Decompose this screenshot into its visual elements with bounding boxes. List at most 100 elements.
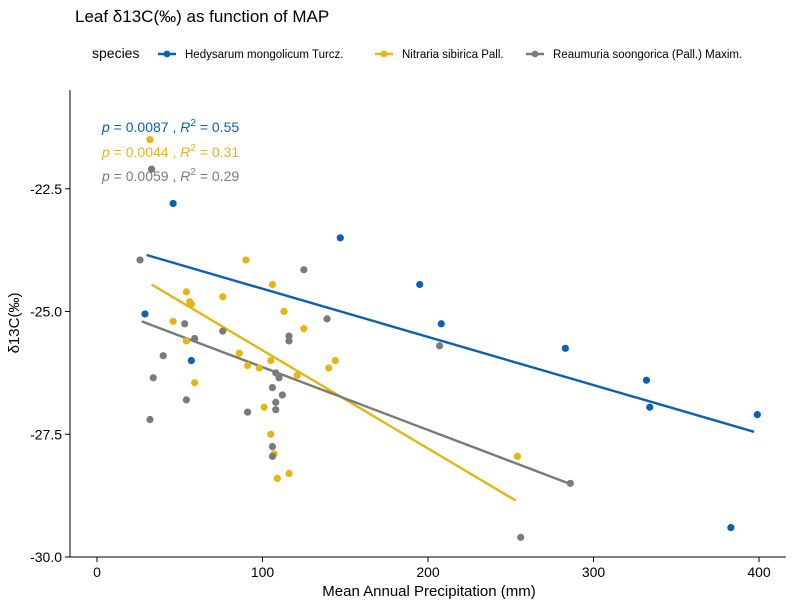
data-point: [642, 376, 651, 384]
stat-p-symbol: p: [101, 168, 110, 184]
stat-p-symbol: p: [101, 144, 110, 160]
stat-r-symbol: R: [180, 144, 190, 160]
stat-r-superscript: 2: [190, 167, 196, 178]
data-point: [300, 266, 308, 274]
chart-title: Leaf δ13C(‰) as function of MAP: [75, 7, 329, 26]
y-tick-label: -30.0: [30, 549, 62, 565]
data-point: [149, 374, 157, 382]
data-point: [255, 364, 263, 372]
data-point: [169, 317, 177, 325]
stat-label: p = 0.0087 , R2 = 0.55: [101, 118, 239, 135]
stat-r-value: = 0.29: [196, 168, 239, 184]
x-tick-label: 0: [93, 564, 101, 580]
stat-p-symbol: p: [101, 119, 110, 135]
data-point: [219, 327, 227, 335]
data-point: [169, 199, 177, 208]
data-point: [300, 325, 308, 333]
stat-label: p = 0.0044 , R2 = 0.31: [101, 143, 239, 160]
stat-r-value: = 0.55: [196, 119, 239, 135]
data-point: [148, 165, 156, 173]
y-tick-label: -27.5: [30, 426, 62, 442]
data-point: [191, 334, 199, 343]
regression-stats: p = 0.0087 , R2 = 0.55p = 0.0044 , R2 = …: [101, 118, 239, 184]
data-point: [561, 344, 569, 352]
data-point: [437, 320, 445, 328]
data-point: [323, 315, 331, 323]
data-point: [242, 256, 250, 264]
x-axis-label: Mean Annual Precipitation (mm): [322, 583, 535, 600]
data-point: [141, 310, 149, 318]
data-point: [182, 337, 190, 345]
data-point: [182, 396, 190, 404]
stat-p-value: = 0.0087 ,: [110, 119, 180, 135]
data-point: [280, 307, 288, 316]
data-point: [268, 384, 277, 392]
x-tick-label: 200: [416, 564, 440, 580]
data-point: [268, 452, 277, 460]
data-point: [146, 415, 154, 424]
legend-entry: Reaumuria soongorica (Pall.) Maxim.: [553, 49, 742, 61]
data-point: [267, 357, 275, 365]
data-point: [285, 332, 293, 340]
data-point: [187, 357, 195, 365]
fit-lines: [141, 253, 755, 502]
stat-p-value: = 0.0059 ,: [110, 168, 180, 184]
data-point: [325, 364, 333, 372]
stat-p-value: = 0.0044 ,: [110, 144, 180, 160]
data-point: [244, 361, 252, 370]
y-axis-label: δ13C(‰): [6, 293, 23, 354]
data-point: [181, 320, 189, 328]
fit-line: [151, 283, 517, 502]
x-tick-label: 400: [747, 564, 771, 580]
data-point: [159, 352, 167, 360]
legend: species Hedysarum mongolicum Turcz. Nitra…: [92, 45, 742, 61]
data-point: [275, 374, 283, 382]
data-points: [136, 136, 761, 541]
data-point: [416, 280, 424, 289]
data-point: [293, 371, 301, 379]
data-point: [244, 408, 252, 416]
data-point: [272, 398, 280, 406]
data-point: [187, 300, 195, 308]
data-point: [268, 442, 277, 451]
data-point: [219, 293, 227, 301]
stat-r-symbol: R: [180, 168, 190, 184]
stat-r-superscript: 2: [190, 118, 196, 129]
data-point: [646, 403, 654, 411]
data-point: [566, 479, 574, 487]
data-point: [435, 342, 444, 350]
data-point: [278, 391, 286, 399]
data-point: [182, 288, 190, 296]
legend-entry: Hedysarum mongolicum Turcz.: [185, 49, 344, 61]
data-point: [517, 533, 525, 541]
legend-key-point: [531, 50, 539, 58]
stat-r-superscript: 2: [190, 143, 196, 154]
data-point: [268, 280, 277, 289]
data-point: [331, 357, 339, 365]
data-point: [285, 469, 293, 478]
data-point: [136, 256, 144, 264]
stat-label: p = 0.0059 , R2 = 0.29: [101, 167, 239, 184]
stat-r-value: = 0.31: [196, 144, 239, 160]
stat-r-symbol: R: [180, 119, 190, 135]
data-point: [146, 136, 154, 144]
y-tick-label: -25.0: [30, 304, 62, 320]
x-tick-label: 100: [251, 564, 275, 580]
x-tick-label: 300: [582, 564, 606, 580]
data-point: [235, 349, 243, 357]
data-point: [272, 406, 280, 414]
data-point: [260, 403, 268, 411]
data-point: [753, 411, 761, 419]
legend-entry: Nitraria sibirica Pall.: [402, 49, 504, 61]
legend-key-point: [380, 50, 388, 58]
data-point: [727, 523, 735, 532]
y-tick-label: -22.5: [30, 181, 62, 197]
data-point: [273, 474, 281, 483]
data-point: [267, 430, 275, 438]
data-point: [191, 379, 199, 387]
fit-line: [146, 253, 755, 433]
data-point: [513, 452, 521, 460]
data-point: [336, 234, 344, 242]
legend-key-point: [163, 50, 171, 58]
